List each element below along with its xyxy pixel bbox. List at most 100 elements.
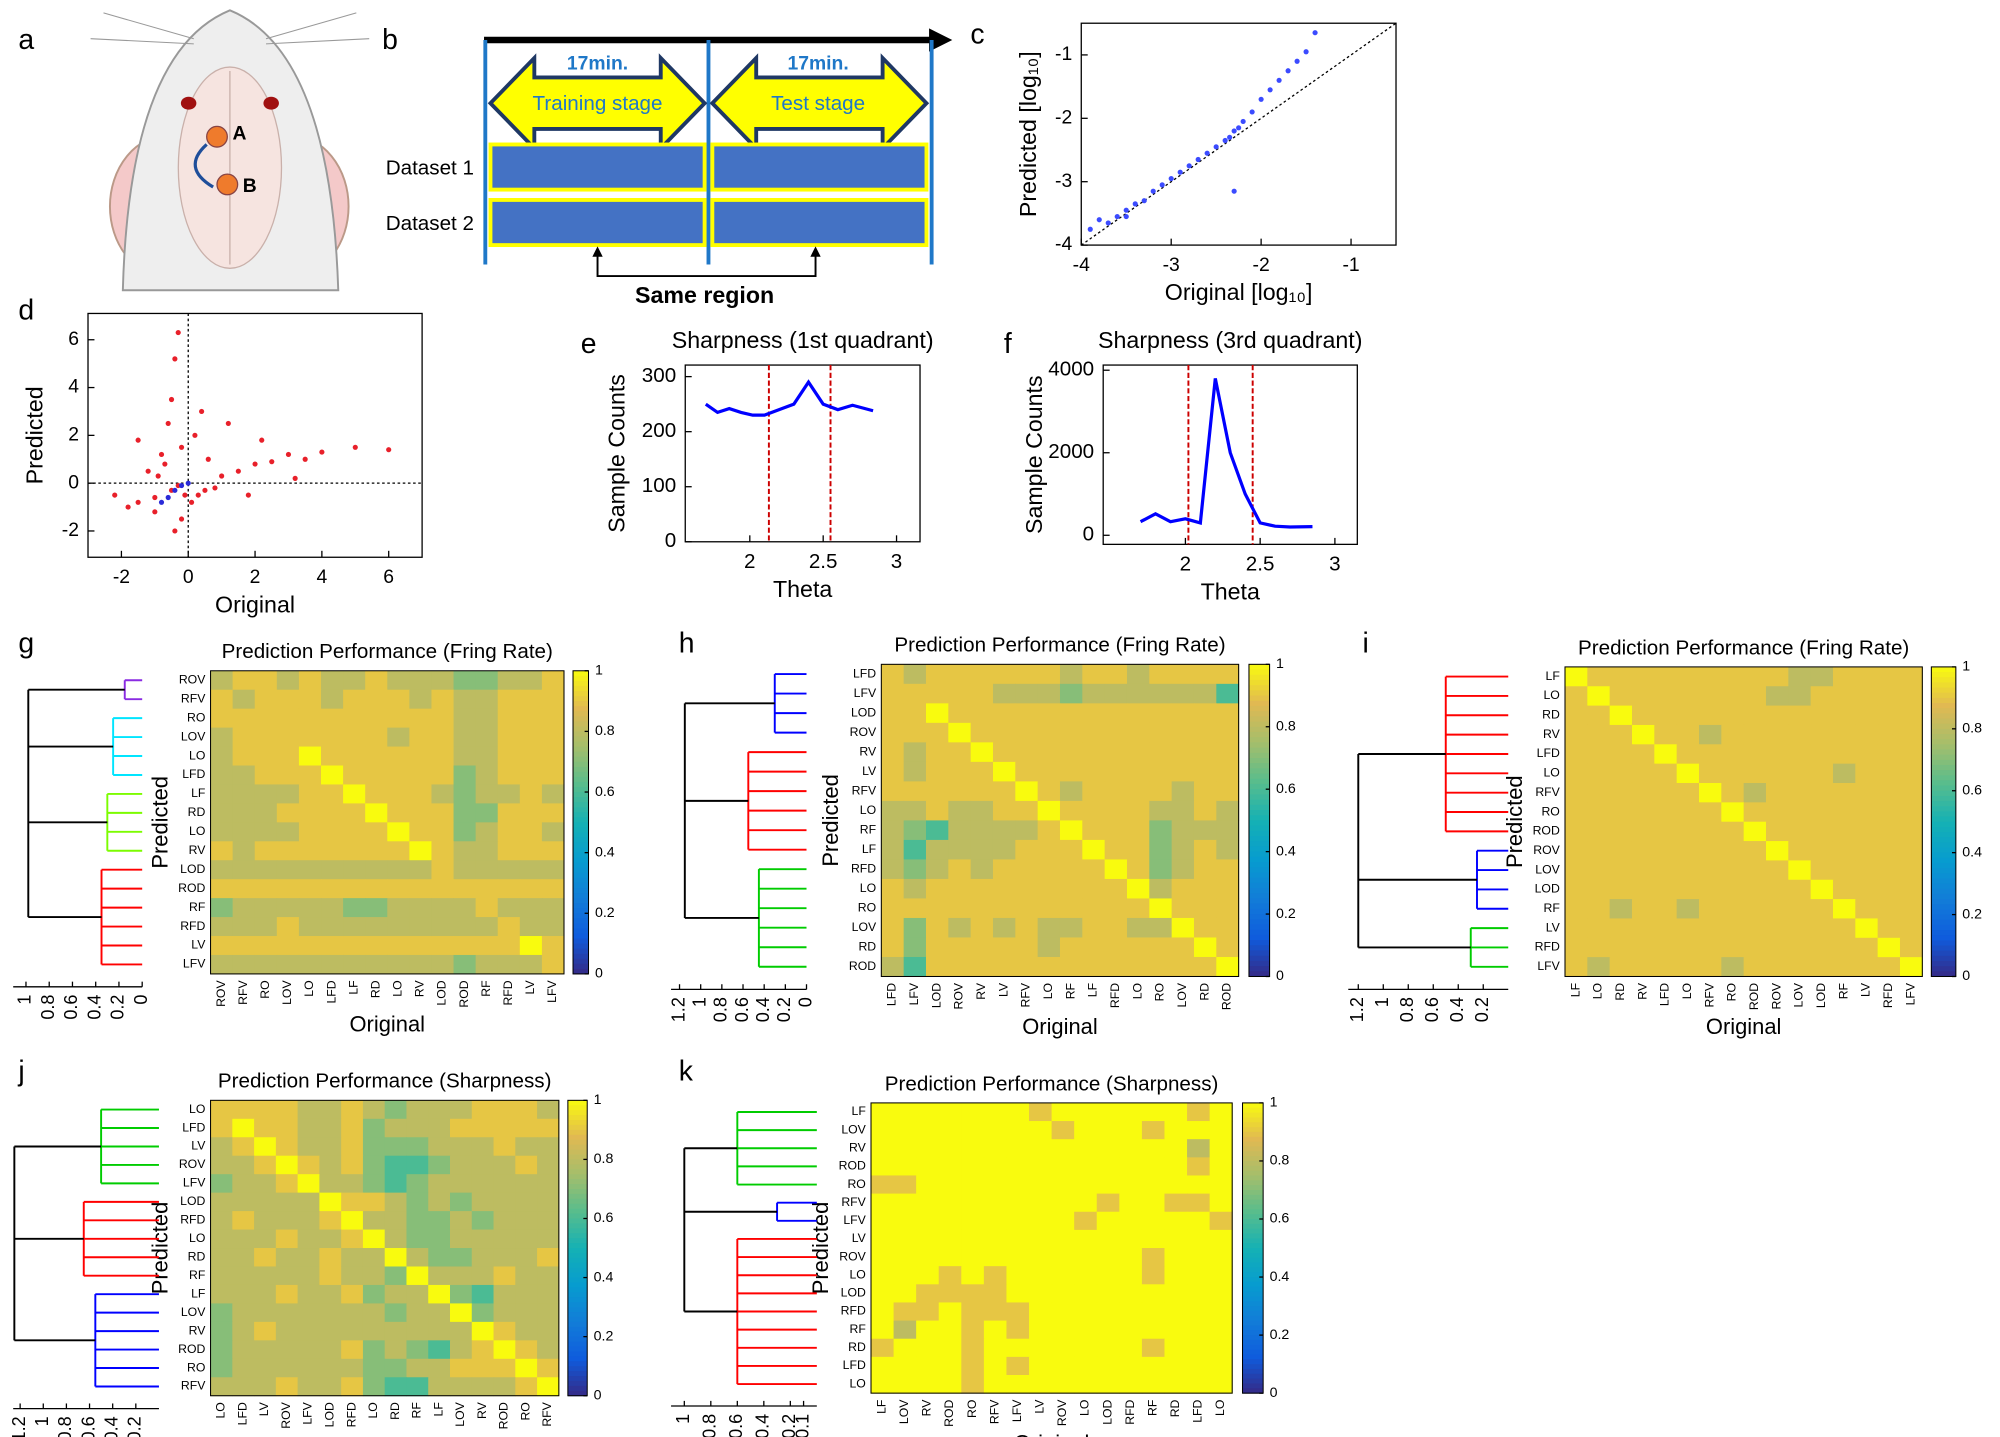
heatmap-cell bbox=[298, 765, 322, 785]
heatmap-cell bbox=[1564, 666, 1588, 687]
heatmap-cell bbox=[1855, 666, 1879, 687]
heatmap-cell bbox=[1051, 1302, 1075, 1322]
heatmap-cell bbox=[475, 803, 499, 823]
colorbar-segment bbox=[1242, 1388, 1264, 1394]
row-label: ROD bbox=[178, 1342, 205, 1356]
row-label: LOD bbox=[180, 1194, 205, 1208]
heatmap-cell bbox=[916, 1375, 940, 1394]
heatmap-cell bbox=[1631, 782, 1655, 803]
heatmap-cell bbox=[1193, 878, 1217, 899]
heatmap-cell bbox=[1029, 1375, 1053, 1394]
heatmap-cell bbox=[232, 727, 256, 748]
colorbar-segment bbox=[1931, 832, 1956, 838]
heatmap-cell bbox=[409, 708, 432, 729]
scatter-point bbox=[112, 492, 118, 498]
heatmap-cell bbox=[1743, 918, 1767, 939]
colorbar-segment bbox=[567, 1100, 588, 1106]
heatmap-cell bbox=[387, 765, 410, 785]
heatmap-cell bbox=[1698, 879, 1722, 900]
colorbar-segment bbox=[573, 903, 589, 909]
y-axis-label: Predicted bbox=[818, 774, 843, 867]
heatmap-cell bbox=[1631, 821, 1655, 842]
heatmap-cell bbox=[275, 1174, 299, 1194]
row-label: LFV bbox=[1537, 959, 1560, 973]
heatmap-cell bbox=[1216, 898, 1240, 919]
heatmap-cell bbox=[1743, 802, 1767, 823]
heatmap-cell bbox=[1899, 899, 1923, 919]
heatmap-cell bbox=[384, 1155, 407, 1175]
scatter-point bbox=[225, 420, 231, 426]
heatmap-cell bbox=[1141, 1229, 1165, 1249]
colorbar-segment bbox=[1248, 971, 1270, 978]
column-label: RV bbox=[413, 980, 427, 998]
heatmap-cell bbox=[297, 1303, 320, 1323]
heatmap-cell bbox=[1698, 899, 1722, 919]
heatmap-cell bbox=[1164, 1375, 1188, 1394]
heatmap-cell bbox=[493, 1358, 516, 1378]
heatmap-cell bbox=[1810, 860, 1834, 881]
heatmap-cell bbox=[365, 879, 388, 899]
row-label: LFV bbox=[854, 686, 877, 700]
heatmap-cell bbox=[1609, 860, 1633, 881]
heatmap-cell bbox=[1059, 878, 1083, 899]
heatmap-cell bbox=[210, 879, 234, 899]
heatmap-cell bbox=[384, 1211, 407, 1231]
colorbar-tick-label: 0.6 bbox=[1276, 781, 1296, 797]
scatter-point bbox=[319, 449, 325, 455]
heatmap-cell bbox=[938, 1302, 962, 1322]
heatmap-cell bbox=[871, 1211, 895, 1231]
heatmap-cell bbox=[1721, 879, 1745, 900]
colorbar-segment bbox=[567, 1218, 588, 1224]
colorbar-tick-label: 1 bbox=[1270, 1095, 1278, 1111]
heatmap-cell bbox=[1006, 1248, 1030, 1267]
colorbar-segment bbox=[573, 822, 589, 828]
heatmap-cell bbox=[387, 727, 410, 748]
heatmap-cell bbox=[276, 708, 300, 729]
heatmap-cell bbox=[297, 1284, 320, 1304]
column-label: RFD bbox=[1123, 1399, 1137, 1424]
heatmap-cell bbox=[1654, 802, 1678, 823]
panel-label: i bbox=[1362, 627, 1368, 659]
heatmap-cell bbox=[384, 1266, 407, 1286]
heatmap-cell bbox=[343, 860, 366, 880]
heatmap-cell bbox=[1164, 1102, 1188, 1122]
heatmap-cell bbox=[1193, 703, 1217, 724]
heatmap-cell bbox=[961, 1248, 985, 1267]
heatmap-cell bbox=[1141, 1211, 1165, 1231]
heatmap-cell bbox=[210, 917, 234, 937]
colorbar-segment bbox=[1242, 1131, 1264, 1138]
heatmap-cell bbox=[1743, 860, 1767, 881]
heatmap-cell bbox=[1171, 859, 1195, 880]
heatmap-cell bbox=[232, 1155, 255, 1175]
heatmap-cell bbox=[428, 1358, 451, 1378]
heatmap-cell bbox=[519, 746, 543, 767]
heatmap-cell bbox=[881, 956, 905, 978]
heatmap-cell bbox=[1051, 1266, 1075, 1285]
heatmap-cell bbox=[453, 822, 477, 842]
colorbar-segment bbox=[1931, 816, 1956, 823]
heatmap-cell bbox=[970, 722, 994, 743]
heatmap-cell bbox=[1209, 1157, 1233, 1176]
colorbar-segment bbox=[1248, 836, 1270, 842]
heatmap-cell bbox=[1587, 879, 1611, 900]
heatmap-cell bbox=[1788, 802, 1812, 823]
heatmap-cell bbox=[1209, 1320, 1233, 1340]
heatmap-cell bbox=[1743, 744, 1767, 765]
colorbar-segment bbox=[567, 1174, 588, 1180]
heatmap-cell bbox=[254, 1192, 277, 1212]
heatmap-cell bbox=[297, 1211, 320, 1231]
heatmap-cell bbox=[1187, 1229, 1211, 1249]
heatmap-cell bbox=[431, 954, 455, 975]
row-label: LO bbox=[860, 803, 876, 817]
heatmap-cell bbox=[497, 727, 521, 748]
heatmap-cell bbox=[321, 841, 344, 861]
heatmap-cell bbox=[1721, 666, 1745, 687]
heatmap-cell bbox=[297, 1321, 320, 1341]
heatmap-cell bbox=[1832, 782, 1856, 803]
heatmap-cell bbox=[406, 1266, 429, 1286]
heatmap-cell bbox=[970, 917, 994, 938]
heatmap-cell bbox=[428, 1321, 451, 1341]
heatmap-cell bbox=[1877, 841, 1901, 861]
heatmap-cell bbox=[1609, 666, 1633, 687]
heatmap-cell bbox=[493, 1100, 516, 1120]
